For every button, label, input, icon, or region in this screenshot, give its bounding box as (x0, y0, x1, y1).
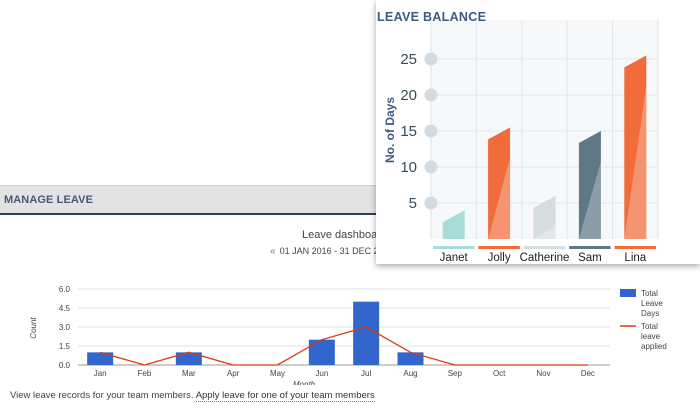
x-tick-label: Feb (138, 369, 152, 378)
bar-highlight (624, 85, 647, 240)
legend-label-leave-applied: leave (641, 332, 661, 341)
y-tick-label: 3.0 (59, 323, 71, 332)
manage-leave-title: MANAGE LEAVE (4, 194, 94, 206)
previous-period-icon[interactable]: « (270, 246, 276, 257)
x-tick-label: Mar (182, 369, 196, 378)
x-tick-label: Jolly (488, 252, 511, 264)
balance-bar-catherine (533, 195, 556, 239)
x-tick-label: Jan (94, 369, 107, 378)
leave-days-bar (87, 352, 114, 365)
leave-days-bar (353, 301, 380, 365)
leave-balance-title: LEAVE BALANCE (377, 10, 487, 24)
balance-bar-janet (442, 210, 465, 241)
bar-body (442, 210, 465, 239)
footer-note: View leave records for your team members… (10, 390, 375, 402)
x-tick-label: Oct (493, 369, 506, 378)
leave-days-bar (308, 339, 335, 365)
leave-days-bar (175, 352, 202, 365)
balance-bar-jolly (488, 127, 511, 239)
legend-label-leave-days: Total (641, 289, 658, 298)
y-tick-label: 20 (400, 87, 417, 104)
bar-highlight (442, 239, 465, 241)
y-tick-label: 10 (400, 159, 417, 176)
legend-label-leave-days: Leave (641, 299, 663, 308)
x-tick-label: Apr (227, 369, 240, 378)
y-tick-label: 15 (400, 123, 417, 140)
x-tick-label: Catherine (520, 252, 570, 264)
monthly-leave-chart: 0.0 1.5 3.0 4.5 6.0 Jan Feb Mar Apr May Jun Jul Aug S… (29, 285, 667, 385)
y-tick-dot (424, 196, 438, 210)
date-range-text: 01 JAN 2016 - 31 DEC 2 (279, 246, 379, 256)
footer-text: View leave records for your team members… (10, 390, 196, 401)
y-tick-label: 0.0 (59, 361, 71, 370)
legend-swatch-leave-days (620, 289, 636, 297)
legend-label-leave-applied: Total (641, 322, 658, 331)
category-strip (523, 246, 566, 249)
y-tick-label: 6.0 (59, 285, 71, 294)
leave-applied-line (99, 326, 588, 366)
x-axis-title: Month (293, 380, 316, 385)
y-axis-title: Count (29, 317, 38, 339)
x-tick-label: Sam (578, 252, 602, 264)
x-tick-label: Nov (536, 369, 550, 378)
y-tick-dot (424, 160, 438, 174)
y-axis-label: No. of Days (383, 97, 397, 163)
y-tick-label: 5 (409, 195, 417, 212)
bar-body (624, 55, 647, 240)
leave-balance-chart: 5 10 15 20 25 No. of Days Janet Jolly Catherine S… (383, 20, 659, 264)
y-tick-label: 4.5 (59, 304, 71, 313)
bar-highlight (578, 161, 601, 239)
x-tick-label: Aug (403, 369, 417, 378)
apply-leave-link[interactable]: Apply leave for one of your team members (195, 390, 375, 402)
x-tick-label: Lina (624, 252, 646, 264)
date-range: «01 JAN 2016 - 31 DEC 2 (270, 246, 379, 257)
y-tick-dot (424, 52, 438, 66)
balance-bar-sam (578, 131, 601, 239)
x-tick-label: Sep (448, 369, 463, 378)
bar-body (488, 127, 511, 239)
bar-highlight (533, 225, 556, 239)
x-tick-label: Jun (315, 369, 328, 378)
balance-bar-lina (624, 55, 647, 240)
legend-label-leave-applied: applied (641, 342, 667, 351)
category-strip (569, 246, 611, 249)
category-strip (478, 246, 520, 249)
legend-label-leave-days: Days (641, 309, 659, 318)
leave-balance-card: 5 10 15 20 25 No. of Days Janet Jolly Catherine S… (376, 0, 700, 264)
category-strip (433, 246, 475, 249)
y-tick-label: 1.5 (59, 342, 71, 351)
x-tick-label: Jul (361, 369, 371, 378)
x-tick-label: Dec (581, 369, 595, 378)
category-strip (614, 246, 656, 249)
y-tick-label: 25 (400, 51, 417, 68)
leave-days-bar (397, 352, 424, 365)
bar-body (578, 131, 601, 239)
dashboard-title: Leave dashboard (302, 229, 388, 241)
y-tick-dot (424, 88, 438, 102)
y-tick-dot (424, 124, 438, 138)
x-tick-label: May (270, 369, 285, 378)
x-tick-label: Janet (440, 252, 469, 264)
bar-body (533, 195, 556, 239)
bar-highlight (488, 157, 511, 239)
